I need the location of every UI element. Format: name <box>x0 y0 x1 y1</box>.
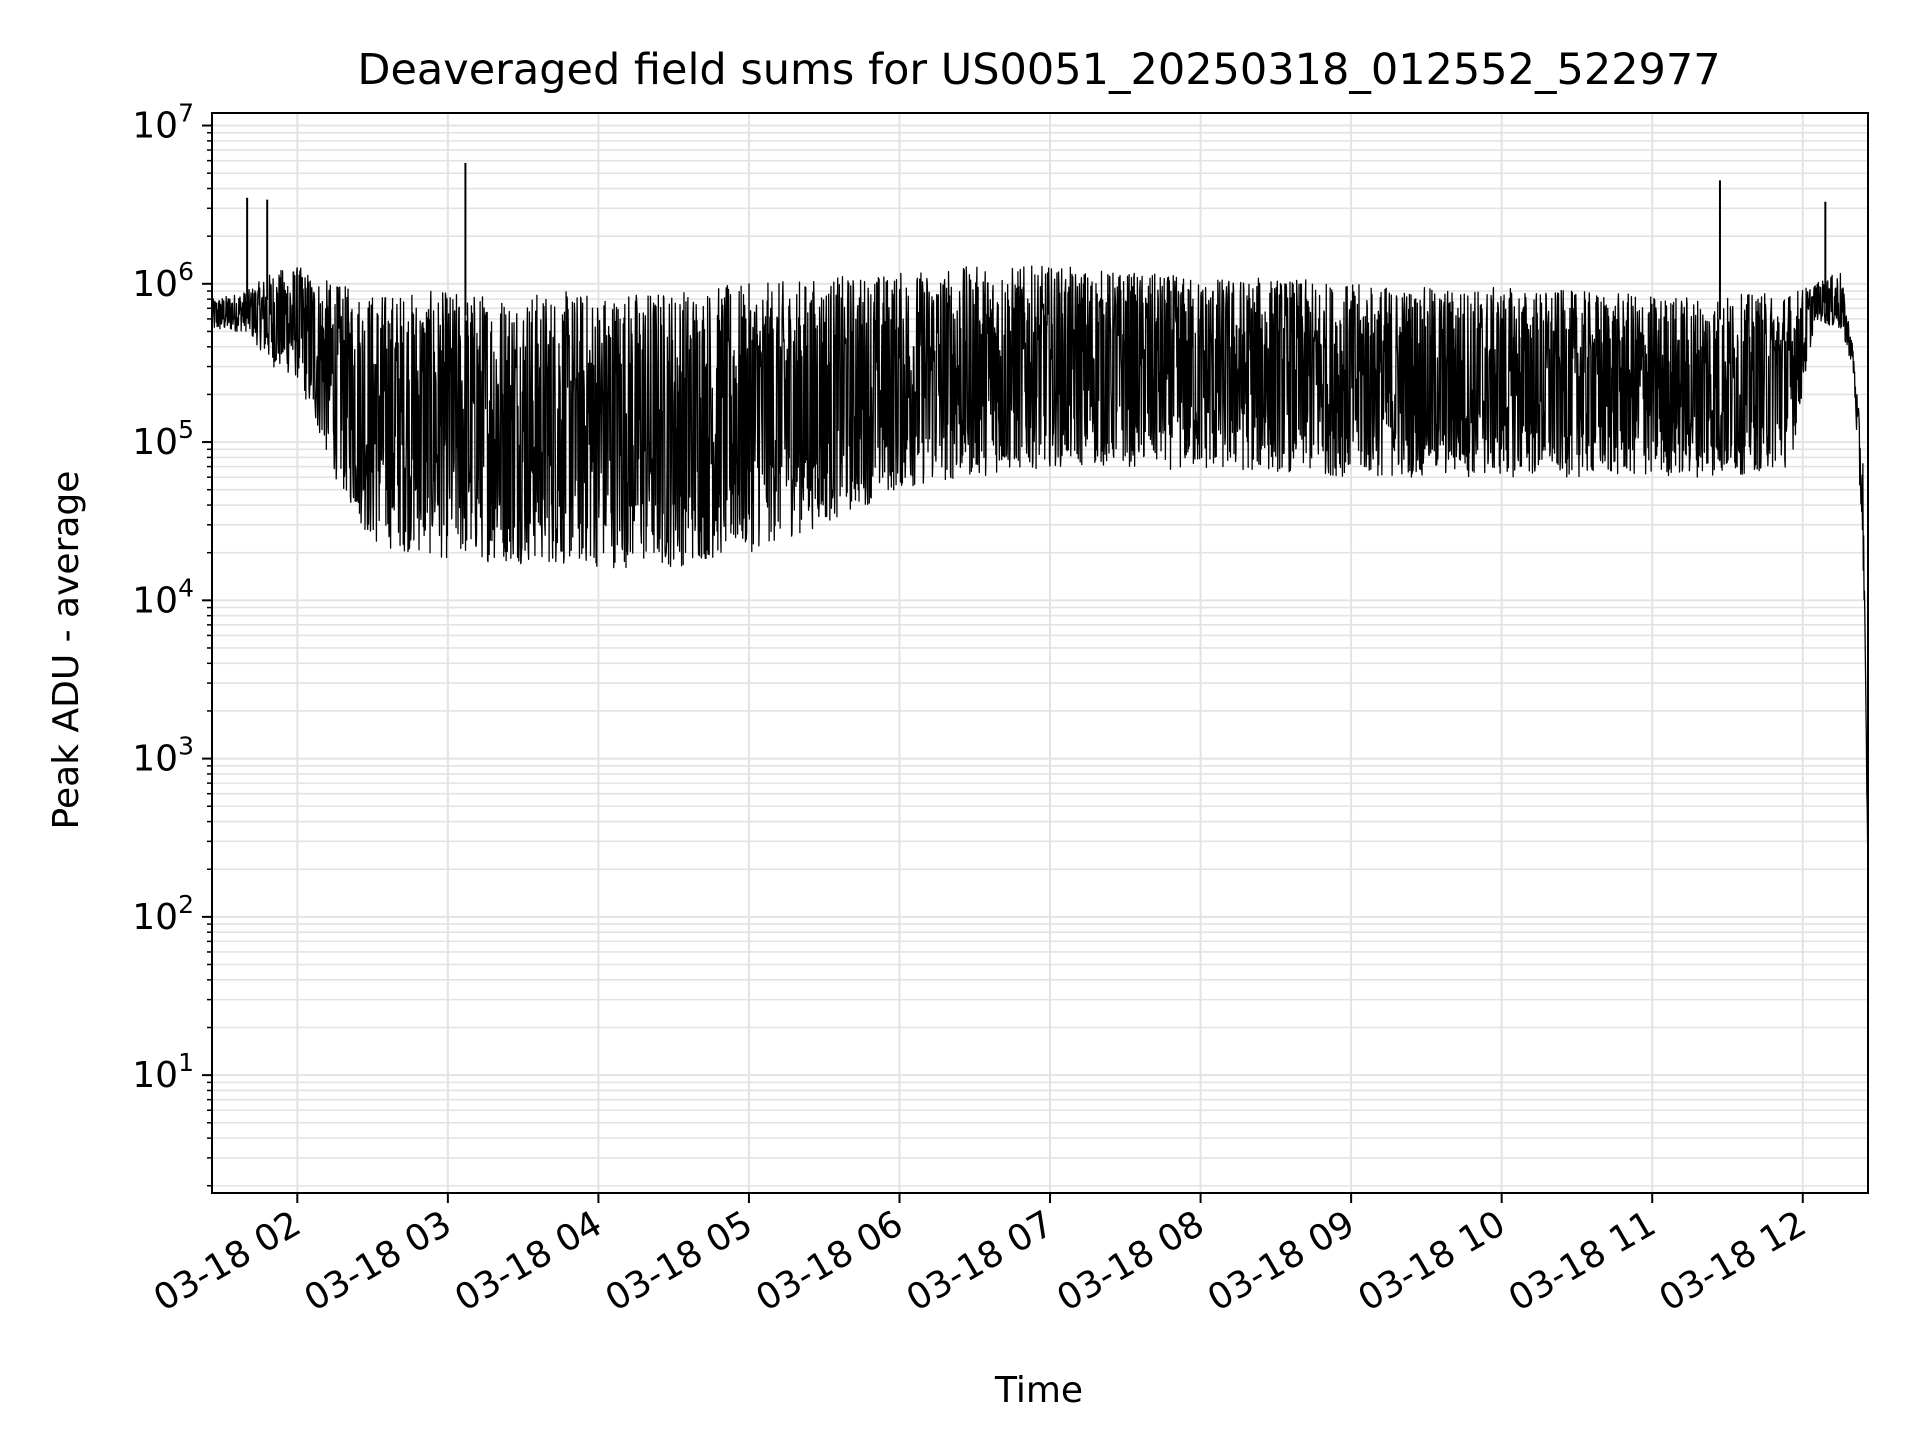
y-tick-label: 107 <box>132 99 194 147</box>
y-tick-label-base: 10 <box>132 1055 178 1096</box>
y-tick-label-exponent: 6 <box>178 257 194 286</box>
y-tick-label: 106 <box>132 257 194 305</box>
y-tick-label-exponent: 5 <box>178 415 194 444</box>
data-series <box>211 162 1869 870</box>
series-line <box>211 265 1869 870</box>
y-tick-label: 105 <box>132 415 194 463</box>
y-tick-label: 103 <box>132 732 194 780</box>
y-tick-label-exponent: 2 <box>178 890 194 919</box>
y-tick-label: 101 <box>132 1048 194 1096</box>
y-tick-label-base: 10 <box>132 422 178 463</box>
y-tick-label-exponent: 7 <box>178 99 194 128</box>
y-tick-label-base: 10 <box>132 897 178 938</box>
y-tick-label-base: 10 <box>132 580 178 621</box>
y-tick-label-exponent: 1 <box>178 1048 194 1077</box>
y-tick-label: 102 <box>132 890 194 938</box>
y-tick-label: 104 <box>132 573 194 621</box>
y-tick-label-exponent: 4 <box>178 573 194 602</box>
y-tick-label-base: 10 <box>132 106 178 147</box>
y-tick-label-base: 10 <box>132 264 178 305</box>
y-tick-label-base: 10 <box>132 739 178 780</box>
plot-frame <box>211 112 1869 1194</box>
y-tick-label-exponent: 3 <box>178 732 194 761</box>
chart-title: Deaveraged field sums for US0051_2025031… <box>357 45 1720 95</box>
x-axis-label: Time <box>994 1370 1083 1411</box>
y-axis-label: Peak ADU - average <box>46 471 87 830</box>
grid <box>212 113 1868 1193</box>
